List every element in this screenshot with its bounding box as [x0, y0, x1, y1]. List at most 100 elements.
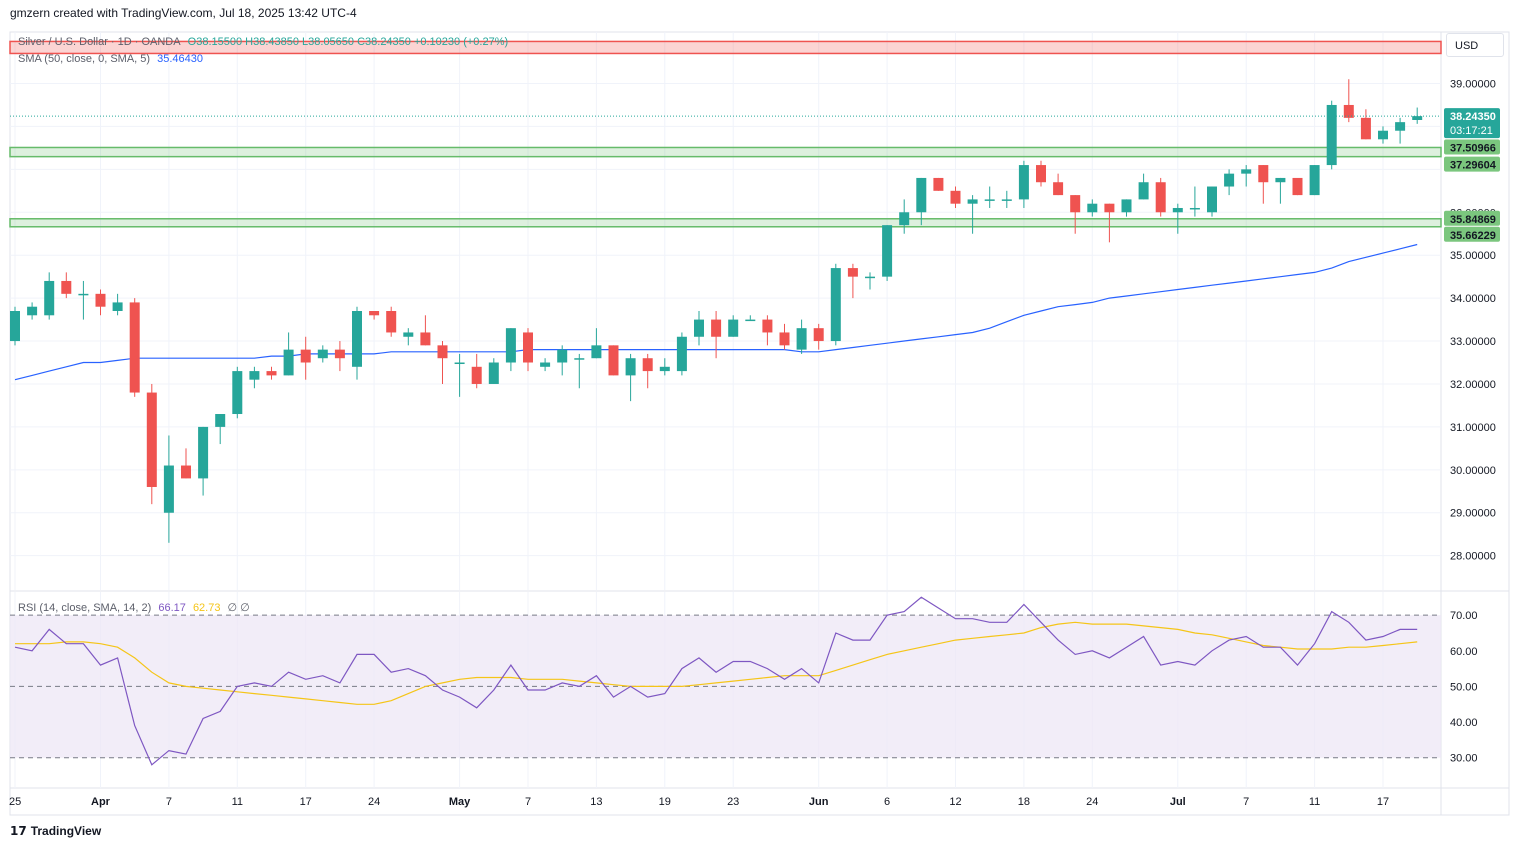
rsi-ma-value: 62.73	[192, 602, 221, 614]
candle	[1275, 177, 1286, 204]
rsi-line	[14, 596, 1418, 766]
candle-body	[317, 349, 328, 359]
sma-label: SMA (50, close, 0, SMA, 5)	[18, 53, 151, 65]
currency-selector[interactable]: USD	[1446, 33, 1504, 57]
candle	[1292, 177, 1303, 196]
time-tick-label: 24	[368, 796, 380, 808]
candle	[454, 353, 465, 397]
sma-legend[interactable]: SMA (50, close, 0, SMA, 5) 35.46430	[18, 53, 207, 65]
zone-price-badge	[1444, 139, 1500, 155]
candle	[215, 414, 226, 445]
candle	[608, 345, 619, 376]
symbol-legend[interactable]: Silver / U.S. Dollar · 1D · OANDA O38.15…	[18, 36, 512, 48]
candle	[1360, 109, 1371, 140]
candle-body	[27, 306, 38, 316]
candle-body	[1172, 207, 1183, 213]
candle-body	[557, 349, 568, 363]
candle-body	[198, 426, 209, 479]
time-tick-label: 11	[232, 796, 243, 808]
candle-body	[1121, 199, 1132, 213]
candle-body	[950, 190, 961, 204]
candle	[249, 366, 260, 389]
candle-body	[95, 293, 106, 307]
candle	[266, 366, 277, 380]
candle-body	[642, 358, 653, 372]
candle	[796, 319, 807, 354]
candle-body	[1138, 182, 1149, 200]
price-tick-label: 35.00000	[1450, 250, 1496, 262]
candle	[44, 272, 55, 320]
candle	[642, 353, 653, 389]
candle-body	[796, 328, 807, 350]
candle-body	[403, 332, 414, 337]
time-tick-label: May	[449, 796, 471, 808]
candle-body	[745, 319, 756, 322]
candle	[163, 435, 174, 543]
candle-body	[882, 225, 893, 277]
rsi-extra: ∅ ∅	[227, 602, 250, 614]
candle-body	[1360, 117, 1371, 140]
sma-value: 35.46430	[157, 53, 204, 65]
candle	[181, 448, 191, 479]
candle-body	[112, 302, 123, 311]
candle-body	[1036, 165, 1046, 183]
candle	[146, 383, 157, 505]
candle	[1343, 79, 1354, 123]
candle-body	[830, 268, 841, 342]
candle	[950, 186, 961, 208]
candle-body	[1189, 207, 1200, 210]
time-tick-label: 23	[727, 796, 739, 808]
candle	[899, 199, 910, 234]
price-tick-label: 31.00000	[1450, 422, 1496, 434]
candle-body	[215, 414, 226, 427]
candle	[591, 328, 602, 359]
candle-body	[591, 345, 602, 359]
candle-body	[78, 293, 89, 296]
rsi-tick-label: 70.00	[1450, 610, 1478, 622]
price-tick-label: 29.00000	[1450, 508, 1496, 520]
candle-body	[1224, 173, 1235, 187]
candle-body	[488, 362, 499, 384]
candle	[1018, 160, 1029, 208]
candle	[1138, 173, 1149, 200]
rsi-tick-label: 40.00	[1450, 717, 1478, 729]
candle-body	[1241, 169, 1252, 174]
brand-name: TradingView	[30, 824, 102, 838]
candle-body	[163, 465, 174, 513]
tradingview-logo-icon: 𝟭𝟳	[10, 824, 27, 838]
time-tick-label: 19	[659, 796, 671, 808]
candle-body	[540, 362, 551, 367]
candle	[352, 306, 362, 380]
candle-body	[1258, 165, 1269, 183]
time-tick-label: Jun	[809, 796, 829, 808]
candle	[10, 306, 20, 346]
candle-body	[1378, 130, 1388, 140]
candle-body	[1395, 122, 1406, 131]
symbol-name: Silver / U.S. Dollar · 1D · OANDA	[18, 36, 181, 48]
rsi-legend[interactable]: RSI (14, close, SMA, 14, 2) 66.17 62.73 …	[18, 601, 254, 614]
candle	[694, 311, 704, 346]
candle-body	[694, 319, 704, 337]
candle-body	[1275, 177, 1286, 183]
candle	[403, 328, 414, 346]
candle-body	[625, 358, 636, 376]
time-tick-label: Jul	[1170, 796, 1186, 808]
candle-body	[1087, 203, 1098, 213]
zone-price-label: 37.50966	[1450, 142, 1496, 154]
candle-body	[369, 311, 380, 316]
candle	[61, 272, 72, 299]
rsi-value: 66.17	[158, 602, 186, 614]
tradingview-logo[interactable]: 𝟭𝟳 TradingView	[10, 824, 101, 838]
candle	[574, 353, 585, 389]
candle	[1121, 199, 1132, 217]
time-tick-label: Apr	[91, 796, 111, 808]
candle	[1104, 203, 1115, 243]
rsi-tick-label: 30.00	[1450, 753, 1478, 765]
zone-price-label: 37.29604	[1450, 160, 1497, 172]
candle	[1036, 160, 1046, 187]
time-tick-label: 12	[949, 796, 961, 808]
candle	[745, 315, 756, 322]
candle	[1189, 186, 1200, 217]
